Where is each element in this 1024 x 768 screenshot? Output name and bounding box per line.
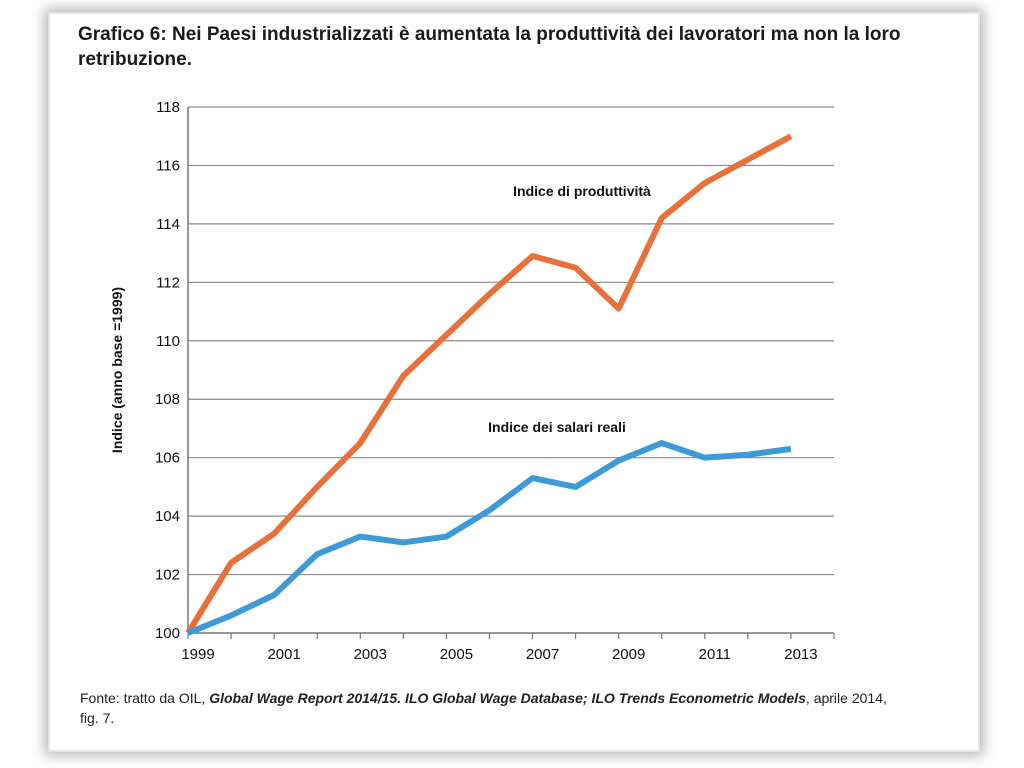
source-database: ILO Global Wage Database xyxy=(405,690,583,706)
series-line-1 xyxy=(186,440,792,636)
source-sep2: ; xyxy=(582,690,592,706)
x-tick-label-2013: 2013 xyxy=(784,646,817,663)
gridlines xyxy=(188,106,834,576)
y-axis-label: Indice (anno base =1999) xyxy=(109,287,125,453)
y-tick-label-102: 102 xyxy=(155,567,180,584)
y-tick-label-118: 118 xyxy=(156,99,180,116)
y-tick-label-106: 106 xyxy=(155,450,180,467)
source-sep1: . xyxy=(397,690,405,706)
y-tick-label-110: 110 xyxy=(156,333,180,350)
y-tick-label-108: 108 xyxy=(155,391,180,408)
series-label-produttivita: Indice di produttività xyxy=(513,183,651,199)
source-report: Global Wage Report 2014/15 xyxy=(209,690,398,706)
source-suffix: , aprile 2014, fig. 7. xyxy=(80,690,887,726)
chart-title: Grafico 6: Nei Paesi industrializzati è … xyxy=(78,24,901,70)
y-tick-label-104: 104 xyxy=(155,508,180,525)
x-tick-label-2001: 2001 xyxy=(267,646,300,663)
x-tick-label-2005: 2005 xyxy=(440,646,473,663)
source-models: ILO Trends Econometric Models xyxy=(591,690,806,706)
x-tick-label-2011: 2011 xyxy=(699,646,731,663)
x-tick-label-2007: 2007 xyxy=(526,646,559,663)
x-tick-labels: 1999 2001 2003 2005 2007 2009 2011 2013 xyxy=(181,646,817,663)
y-tick-label-116: 116 xyxy=(156,157,180,174)
source-note: Fonte: tratto da OIL, Global Wage Report… xyxy=(80,688,900,728)
y-tick-labels: 100 102 104 106 108 110 112 114 116 118 xyxy=(155,99,180,642)
y-tick-label-100: 100 xyxy=(155,625,180,642)
series-label-salari: Indice dei salari reali xyxy=(488,419,626,435)
x-tick-label-2003: 2003 xyxy=(354,646,387,663)
source-prefix: Fonte: tratto da OIL, xyxy=(80,690,210,706)
axes xyxy=(187,107,835,639)
y-tick-label-112: 112 xyxy=(156,274,180,291)
x-tick-label-2009: 2009 xyxy=(612,646,645,663)
x-tick-label-1999: 1999 xyxy=(181,646,214,663)
series-lines xyxy=(185,133,793,636)
series-line-0 xyxy=(185,133,793,635)
y-tick-label-114: 114 xyxy=(156,216,180,233)
